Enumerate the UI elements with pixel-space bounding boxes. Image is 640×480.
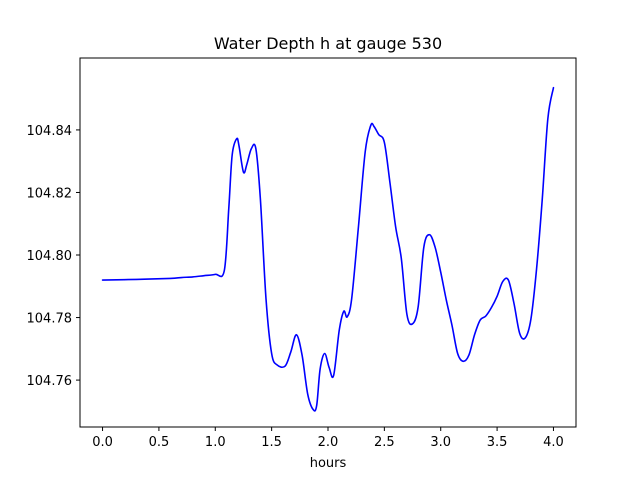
y-tick-label: 104.76	[27, 374, 73, 389]
plot-area	[79, 57, 577, 428]
x-tick-label: 3.0	[430, 435, 451, 450]
x-tick-label: 3.5	[487, 435, 508, 450]
y-tick-label: 104.80	[27, 249, 73, 264]
water-depth-line	[101, 86, 555, 412]
y-tick-label: 104.78	[27, 312, 73, 327]
x-tick-label: 0.5	[149, 435, 170, 450]
x-tick-label: 2.5	[374, 435, 395, 450]
chart-title: Water Depth h at gauge 530	[214, 34, 442, 53]
x-tick-label: 2.0	[318, 435, 339, 450]
y-tick-label: 104.82	[27, 186, 73, 201]
x-axis: 0.0 0.5 1.0 1.5 2.0 2.5 3.0 3.5 4.0	[92, 427, 564, 450]
y-axis: 104.76 104.78 104.80 104.82 104.84	[27, 124, 80, 389]
x-tick-label: 0.0	[92, 435, 113, 450]
plot-frame	[79, 57, 577, 428]
x-axis-label: hours	[310, 456, 347, 471]
x-tick-label: 4.0	[543, 435, 564, 450]
x-tick-label: 1.0	[205, 435, 226, 450]
x-tick-label: 1.5	[261, 435, 282, 450]
y-tick-label: 104.84	[27, 124, 73, 139]
